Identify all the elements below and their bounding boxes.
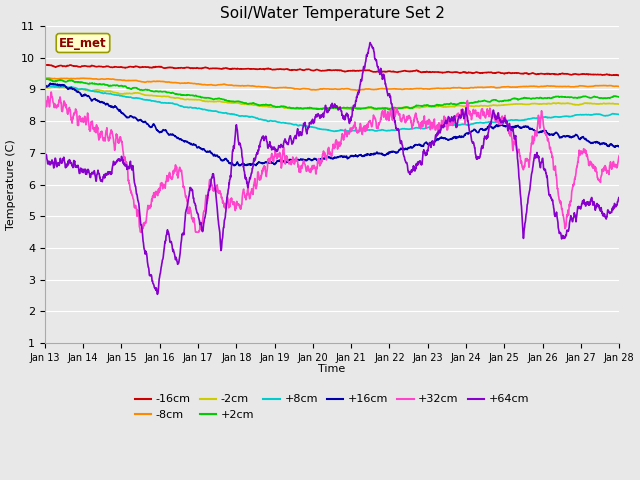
+8cm (330, 129, 338, 134)
+8cm (44, 83, 52, 88)
-16cm (598, 72, 606, 78)
-16cm (599, 72, 607, 78)
+16cm (599, 141, 607, 146)
-2cm (494, 103, 502, 108)
-16cm (305, 66, 313, 72)
Line: -2cm: -2cm (45, 87, 619, 109)
+32cm (70, 110, 78, 116)
+64cm (154, 291, 161, 297)
+64cm (41, 157, 49, 163)
Line: +32cm: +32cm (45, 92, 619, 232)
-8cm (353, 87, 360, 93)
-16cm (321, 68, 328, 73)
-16cm (615, 72, 623, 78)
-2cm (70, 87, 78, 93)
+16cm (41, 82, 49, 88)
+8cm (599, 113, 607, 119)
-2cm (41, 85, 49, 91)
-16cm (614, 72, 622, 78)
+2cm (599, 96, 607, 101)
+64cm (321, 109, 328, 115)
+16cm (70, 86, 78, 92)
+64cm (599, 213, 607, 218)
+8cm (41, 83, 49, 89)
+16cm (47, 81, 54, 86)
Text: EE_met: EE_met (59, 36, 107, 49)
+64cm (615, 195, 623, 201)
+16cm (599, 141, 607, 146)
+2cm (305, 105, 313, 111)
Line: -8cm: -8cm (45, 78, 619, 90)
+64cm (599, 213, 607, 219)
-2cm (374, 107, 382, 112)
+16cm (305, 156, 313, 162)
Line: +2cm: +2cm (45, 79, 619, 109)
Title: Soil/Water Temperature Set 2: Soil/Water Temperature Set 2 (220, 6, 444, 21)
+32cm (47, 89, 55, 95)
+8cm (321, 127, 328, 132)
+8cm (494, 120, 502, 125)
+32cm (305, 169, 313, 175)
+32cm (41, 98, 49, 104)
-8cm (599, 83, 607, 88)
-16cm (44, 62, 51, 68)
+32cm (494, 118, 502, 123)
+16cm (230, 163, 238, 168)
+64cm (70, 159, 78, 165)
+64cm (366, 40, 374, 46)
+32cm (599, 166, 607, 172)
-8cm (41, 75, 49, 81)
Line: +8cm: +8cm (45, 85, 619, 132)
+8cm (615, 112, 623, 118)
+2cm (321, 106, 328, 111)
-2cm (599, 101, 607, 107)
Line: +64cm: +64cm (45, 43, 619, 294)
Line: -16cm: -16cm (45, 65, 619, 75)
-2cm (51, 84, 59, 90)
+2cm (615, 94, 623, 100)
Y-axis label: Temperature (C): Temperature (C) (6, 139, 15, 230)
-16cm (70, 63, 78, 69)
+32cm (599, 168, 607, 174)
+2cm (599, 96, 607, 101)
-16cm (41, 62, 49, 68)
-2cm (615, 101, 623, 107)
+32cm (321, 150, 328, 156)
+8cm (70, 85, 78, 91)
Legend: -16cm, -8cm, -2cm, +2cm, +8cm, +16cm, +32cm, +64cm: -16cm, -8cm, -2cm, +2cm, +8cm, +16cm, +3… (131, 390, 534, 424)
+2cm (41, 77, 49, 83)
+2cm (43, 76, 51, 82)
+32cm (137, 229, 145, 235)
+2cm (70, 79, 78, 85)
-8cm (305, 86, 313, 92)
+16cm (494, 123, 502, 129)
-8cm (598, 83, 606, 88)
+64cm (305, 124, 313, 130)
+8cm (599, 113, 607, 119)
Line: +16cm: +16cm (45, 84, 619, 166)
+16cm (615, 144, 623, 150)
-2cm (305, 106, 313, 112)
+32cm (615, 153, 623, 159)
-16cm (493, 70, 501, 75)
-2cm (321, 106, 328, 111)
-8cm (70, 76, 78, 82)
X-axis label: Time: Time (318, 364, 346, 374)
+2cm (494, 98, 502, 104)
+64cm (494, 114, 502, 120)
+16cm (321, 156, 328, 161)
-8cm (493, 85, 501, 91)
-2cm (599, 101, 607, 107)
-8cm (320, 86, 328, 92)
+2cm (385, 107, 393, 112)
-8cm (615, 84, 623, 89)
+8cm (305, 124, 313, 130)
